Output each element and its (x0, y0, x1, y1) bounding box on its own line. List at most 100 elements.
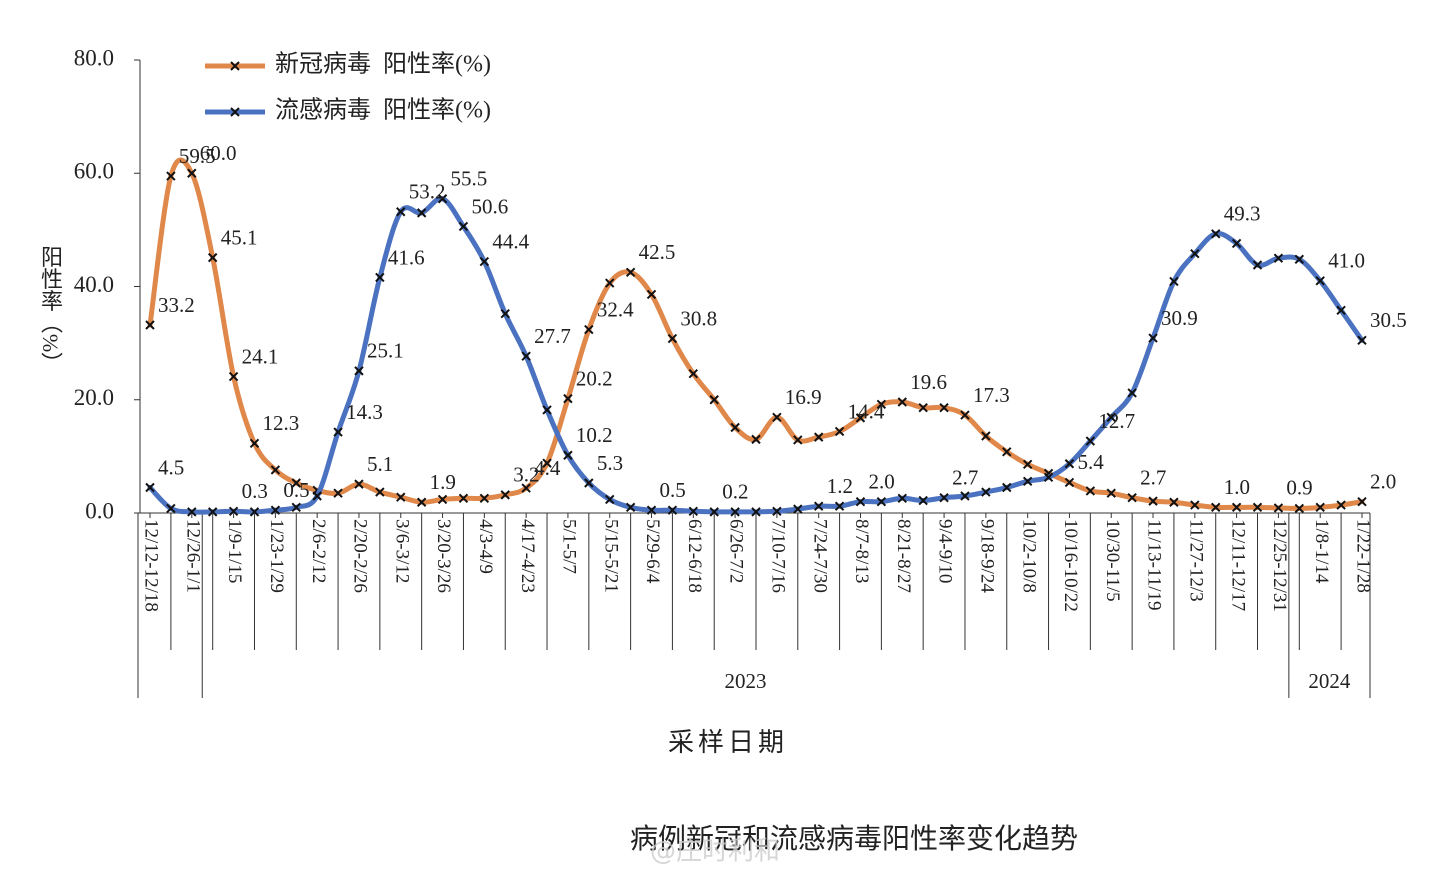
point-marker (333, 488, 343, 498)
data-label: 1.9 (430, 470, 456, 494)
x-tick-label: 12/12-12/18 (141, 519, 162, 612)
point-marker (897, 493, 907, 503)
x-tick-label: 6/12-6/18 (684, 519, 705, 593)
point-marker (187, 168, 197, 178)
x-tick-label: 7/24-7/30 (809, 519, 830, 593)
point-marker (1231, 502, 1242, 513)
point-marker (375, 487, 385, 497)
point-marker (396, 207, 406, 217)
data-label: 0.2 (722, 480, 748, 504)
x-tick-label: 2/20-2/26 (350, 519, 371, 593)
y-axis-label: 阳性率（%） (38, 246, 63, 374)
point-marker (249, 507, 260, 517)
data-label: 32.4 (597, 297, 634, 321)
data-label: 2.7 (952, 466, 978, 490)
data-label: 12.7 (1098, 409, 1135, 433)
x-tick-label: 1/23-1/29 (266, 519, 287, 593)
point-marker (813, 432, 824, 442)
x-tick-label: 9/18-9/24 (977, 519, 998, 593)
data-label: 55.5 (451, 167, 488, 191)
point-marker (166, 171, 176, 181)
series (145, 157, 1367, 514)
point-marker (312, 491, 322, 501)
data-label: 0.5 (660, 478, 686, 502)
point-marker (479, 256, 490, 267)
point-marker (1022, 476, 1033, 486)
point-marker (646, 289, 657, 300)
x-tick-label: 6/26-7/2 (726, 519, 747, 583)
point-marker (730, 422, 740, 433)
point-marker (187, 507, 197, 517)
point-marker (834, 426, 845, 437)
data-label: 4.4 (534, 456, 561, 480)
data-label: 2.0 (1370, 469, 1396, 493)
data-label: 50.6 (471, 194, 508, 218)
point-marker (291, 502, 301, 513)
point-marker (1357, 335, 1367, 346)
point-marker (1231, 238, 1242, 249)
data-label: 14.4 (848, 399, 885, 423)
data-label: 10.2 (576, 423, 613, 447)
point-marker (981, 431, 991, 441)
point-marker (1085, 436, 1096, 446)
point-marker (396, 492, 406, 502)
data-label: 17.3 (973, 383, 1010, 407)
x-tick-label: 5/29-6/4 (642, 519, 663, 584)
data-label: 53.2 (409, 180, 446, 204)
x-tick-label: 9/4-9/10 (935, 519, 956, 583)
point-marker (1252, 502, 1263, 513)
x-axis-label: 采样日期 (668, 728, 788, 757)
data-label: 2.0 (868, 469, 894, 493)
point-marker (230, 107, 240, 117)
point-marker (772, 412, 782, 423)
data-label: 20.2 (576, 366, 613, 390)
data-label: 1.2 (827, 474, 853, 498)
point-marker (667, 505, 678, 515)
point-marker (918, 495, 928, 506)
point-marker (1064, 477, 1075, 488)
x-tick-label: 11/27-12/3 (1185, 519, 1206, 602)
point-marker (542, 458, 552, 468)
x-tick-label: 10/16-10/22 (1060, 519, 1081, 612)
point-marker (166, 503, 176, 514)
point-marker (228, 506, 239, 517)
point-marker (960, 410, 970, 420)
y-tick-label: 60.0 (74, 159, 114, 184)
data-label: 19.6 (910, 370, 947, 394)
point-marker (458, 221, 469, 232)
point-marker (1294, 503, 1305, 514)
point-marker (375, 272, 385, 283)
point-marker (855, 413, 866, 423)
point-marker (730, 507, 740, 517)
data-label: 30.9 (1161, 306, 1198, 330)
point-marker (793, 504, 803, 514)
point-marker (563, 393, 573, 404)
year-label: 2023 (725, 669, 767, 693)
data-label: 14.3 (346, 400, 383, 424)
point-marker (542, 405, 552, 415)
data-label: 25.1 (367, 339, 404, 363)
point-marker (751, 434, 761, 445)
point-marker (333, 427, 343, 437)
point-marker (1106, 488, 1116, 498)
data-label: 5.3 (597, 451, 623, 475)
data-label: 24.1 (242, 344, 279, 368)
point-marker (1085, 486, 1096, 496)
point-marker (688, 506, 699, 517)
point-marker (1022, 459, 1033, 470)
point-marker (1336, 500, 1346, 510)
x-tick-label: 4/17-4/23 (517, 519, 538, 593)
point-marker (228, 371, 239, 382)
point-marker (584, 478, 594, 488)
point-marker (270, 465, 281, 475)
x-tick-label: 2/6-2/12 (308, 519, 329, 583)
x-tick-label: 3/20-3/26 (433, 519, 454, 593)
point-marker (521, 351, 531, 361)
x-tick-label: 10/30-11/5 (1102, 519, 1123, 602)
point-marker (1273, 503, 1284, 513)
point-marker (605, 278, 615, 288)
point-marker (230, 61, 240, 71)
point-marker (813, 501, 824, 511)
point-marker (291, 478, 301, 488)
point-marker (1002, 482, 1012, 493)
